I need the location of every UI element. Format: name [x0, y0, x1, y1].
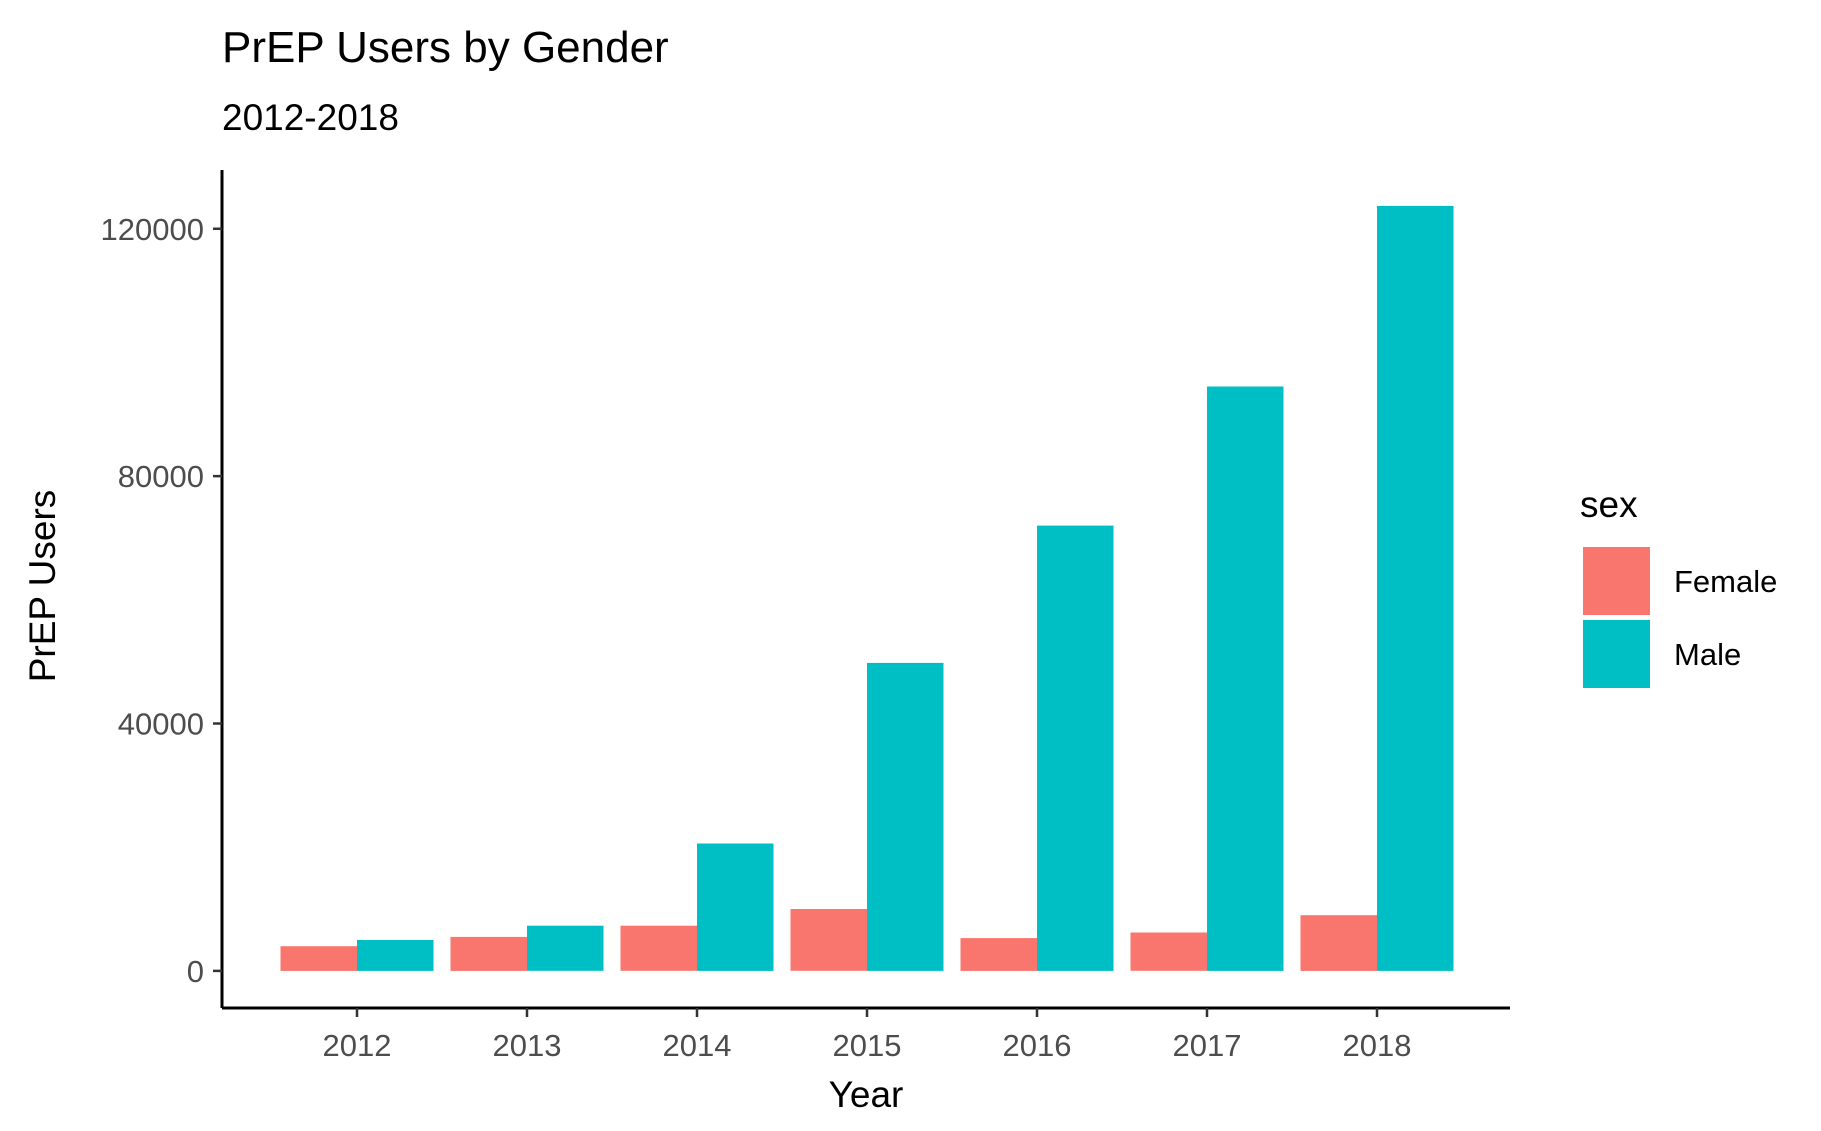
x-tick-label: 2016	[1003, 1028, 1072, 1063]
y-axis-title: PrEP Users	[22, 490, 63, 683]
legend-key-female	[1583, 547, 1650, 615]
x-tick-label: 2017	[1173, 1028, 1242, 1063]
bar-female-2016	[960, 938, 1037, 971]
y-tick-label: 120000	[101, 212, 204, 247]
legend-label-male: Male	[1674, 637, 1741, 672]
y-tick-label: 0	[187, 954, 204, 989]
chart-title: PrEP Users by Gender	[222, 23, 669, 72]
x-tick-label: 2015	[833, 1028, 902, 1063]
bar-female-2018	[1300, 915, 1377, 971]
legend-label-female: Female	[1674, 564, 1777, 599]
bar-female-2017	[1130, 932, 1207, 971]
chart-subtitle: 2012-2018	[222, 97, 399, 138]
x-axis: 2012 2013 2014 2015 2016 2017 2018	[222, 1006, 1510, 1063]
bar-male-2018	[1377, 205, 1454, 971]
legend-title: sex	[1580, 484, 1638, 525]
x-tick-label: 2013	[493, 1028, 562, 1063]
legend: sex Female Male	[1580, 484, 1777, 688]
bar-male-2012	[357, 940, 434, 971]
bar-male-2017	[1207, 386, 1284, 971]
bars-layer	[280, 205, 1454, 971]
bar-male-2013	[527, 925, 604, 971]
bar-female-2015	[790, 909, 867, 971]
x-tick-label: 2018	[1343, 1028, 1412, 1063]
bar-male-2014	[697, 843, 774, 971]
bar-female-2012	[280, 946, 357, 971]
legend-key-male	[1583, 620, 1650, 688]
y-tick-label: 80000	[118, 459, 204, 494]
y-tick-label: 40000	[118, 707, 204, 742]
x-axis-title: Year	[829, 1074, 904, 1115]
bar-male-2015	[867, 662, 944, 971]
x-tick-label: 2014	[663, 1028, 732, 1063]
bar-female-2014	[620, 925, 697, 971]
bar-female-2013	[450, 936, 527, 971]
y-axis: 0 40000 80000 120000	[101, 170, 224, 1008]
bar-male-2016	[1037, 525, 1114, 971]
x-tick-label: 2012	[323, 1028, 392, 1063]
